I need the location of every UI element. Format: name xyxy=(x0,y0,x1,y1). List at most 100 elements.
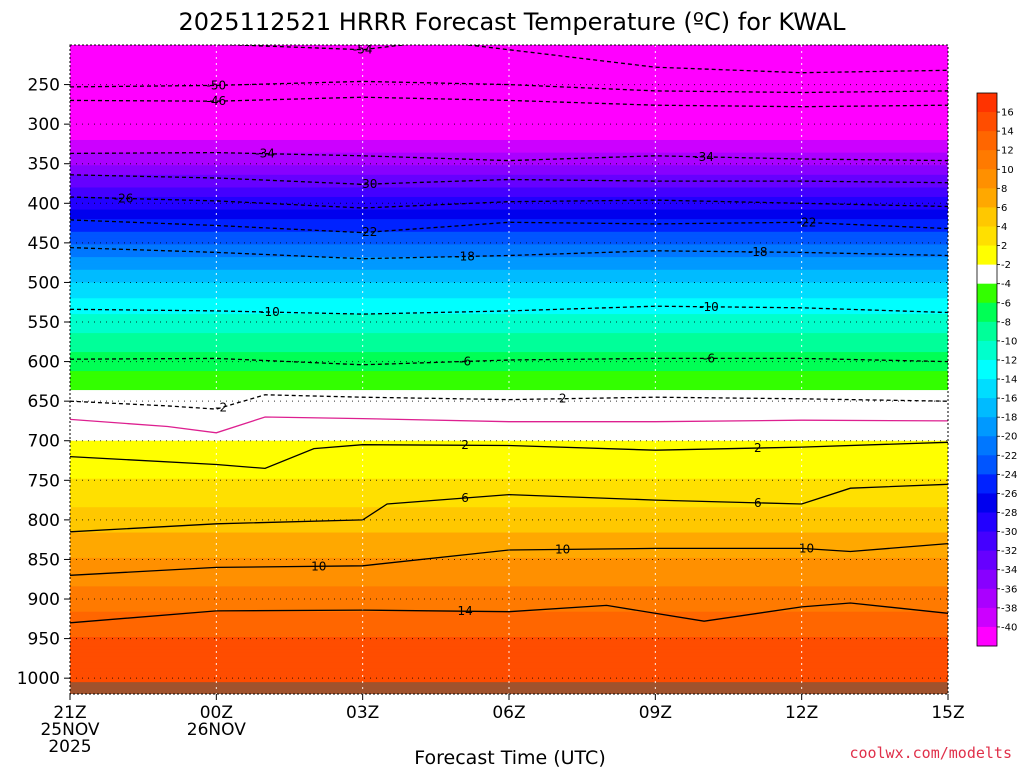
temperature-band xyxy=(70,295,948,299)
x-tick-label: 2025 xyxy=(48,737,91,757)
contour-label: -54 xyxy=(353,43,373,57)
contour-label: -22 xyxy=(358,225,378,239)
temperature-band xyxy=(70,437,948,442)
temperature-band xyxy=(70,630,948,635)
y-tick-label: 400 xyxy=(28,194,60,214)
colorbar-swatch xyxy=(977,226,997,246)
temperature-band xyxy=(70,136,948,141)
contour-line xyxy=(70,357,948,366)
contour-line xyxy=(70,151,948,162)
colorbar-tick-label: -38 xyxy=(1001,603,1017,614)
contour-label: 10 xyxy=(311,559,326,573)
temperature-band xyxy=(70,402,948,407)
contour-line xyxy=(70,174,948,185)
temperature-band xyxy=(70,155,948,160)
temperature-band xyxy=(70,618,948,622)
contour-label: 2 xyxy=(461,438,469,452)
temperature-band xyxy=(70,130,948,135)
contour-label: -18 xyxy=(455,249,475,263)
x-tick-label: 06Z xyxy=(492,703,525,723)
temperature-band xyxy=(70,57,948,62)
temperature-band xyxy=(70,190,948,195)
y-tick-label: 1000 xyxy=(17,669,60,689)
colorbar-swatch xyxy=(977,512,997,532)
contour-line xyxy=(220,45,948,74)
temperature-band xyxy=(70,304,948,309)
credit-text: coolwx.com/modelts xyxy=(849,744,1012,762)
temperature-band xyxy=(70,611,948,616)
x-tick-label: 26NOV xyxy=(187,720,246,740)
contour-label: -2 xyxy=(215,401,227,415)
colorbar-tick-label: -4 xyxy=(1001,279,1011,290)
temperature-band xyxy=(70,633,948,638)
colorbar-swatch xyxy=(977,131,997,151)
contour-label: -6 xyxy=(703,351,715,365)
temperature-band xyxy=(70,215,948,220)
contour-line xyxy=(70,80,948,94)
colorbar-swatch xyxy=(977,398,997,418)
temperature-band xyxy=(70,329,948,334)
colorbar-frame xyxy=(976,92,998,647)
contour-label: -46 xyxy=(207,94,227,108)
temperature-band xyxy=(70,263,948,268)
contour-line xyxy=(70,602,948,624)
temperature-band xyxy=(70,665,948,670)
contour-label: -50 xyxy=(207,78,227,92)
temperature-band xyxy=(70,652,948,657)
y-tick-label: 500 xyxy=(28,273,60,293)
temperature-band xyxy=(70,678,948,682)
x-tick-label: 12Z xyxy=(785,703,818,723)
colorbar-tick-label: -22 xyxy=(1001,451,1017,462)
temperature-band xyxy=(70,348,948,353)
temperature-band xyxy=(70,279,948,284)
temperature-band xyxy=(70,89,948,94)
temperature-band xyxy=(70,352,948,356)
temperature-band xyxy=(70,165,948,170)
temperature-band xyxy=(70,393,948,398)
colorbar-swatch xyxy=(977,302,997,323)
temperature-band xyxy=(70,409,948,413)
contour-label: -10 xyxy=(260,305,280,319)
colorbar-swatch xyxy=(977,531,997,552)
temperature-band xyxy=(70,573,948,578)
contour-line xyxy=(70,305,948,315)
colorbar-tick-label: -24 xyxy=(1001,470,1017,481)
temperature-band xyxy=(70,48,948,52)
y-tick-label: 550 xyxy=(28,313,60,333)
temperature-band xyxy=(70,244,948,249)
temperature-band xyxy=(70,462,948,467)
x-tick-label: 21Z xyxy=(53,703,86,723)
temperature-band xyxy=(70,519,948,524)
colorbar-tick-label: -10 xyxy=(1001,336,1017,347)
colorbar-tick-label: 10 xyxy=(1001,165,1014,176)
temperature-band xyxy=(70,339,948,344)
temperature-band xyxy=(70,168,948,173)
temperature-band xyxy=(70,149,948,154)
temperature-band xyxy=(70,453,948,458)
colorbar-tick-label: -8 xyxy=(1001,317,1011,328)
temperature-band xyxy=(70,120,948,125)
temperature-band xyxy=(70,599,948,603)
temperature-band xyxy=(70,51,948,56)
temperature-band xyxy=(70,485,948,489)
y-axis: 250 300 350 400 450 500 550 600 650 700 750 800 850 9… xyxy=(17,76,70,689)
temperature-band xyxy=(70,177,948,182)
temperature-band xyxy=(70,459,948,464)
contour-label: 6 xyxy=(754,496,762,510)
temperature-band xyxy=(70,364,948,369)
temperature-band xyxy=(70,124,948,128)
temperature-band xyxy=(70,383,948,388)
colorbar-swatch xyxy=(977,264,997,285)
temperature-band xyxy=(70,222,948,227)
contour-line xyxy=(70,542,948,576)
y-tick-label: 600 xyxy=(28,353,60,373)
colorbar-swatch xyxy=(977,283,997,304)
temperature-band xyxy=(70,269,948,274)
colorbar-swatch xyxy=(977,359,997,380)
contour-line xyxy=(70,394,948,410)
temperature-band xyxy=(70,342,948,347)
temperature-band xyxy=(70,60,948,65)
y-tick-label: 700 xyxy=(28,432,60,452)
